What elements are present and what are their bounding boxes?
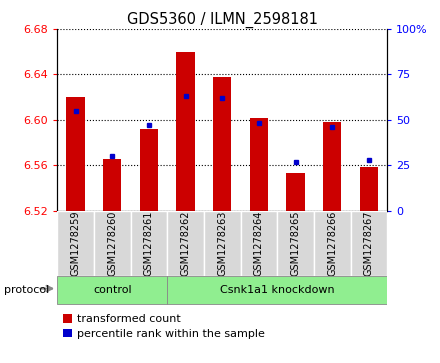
Bar xyxy=(204,211,241,276)
Bar xyxy=(213,77,231,211)
Title: GDS5360 / ILMN_2598181: GDS5360 / ILMN_2598181 xyxy=(127,12,318,28)
Text: GSM1278263: GSM1278263 xyxy=(217,211,227,276)
Text: protocol: protocol xyxy=(4,285,50,295)
Bar xyxy=(57,211,94,276)
Text: GSM1278259: GSM1278259 xyxy=(70,211,81,276)
Text: Csnk1a1 knockdown: Csnk1a1 knockdown xyxy=(220,285,334,295)
Bar xyxy=(167,211,204,276)
Text: GSM1278260: GSM1278260 xyxy=(107,211,117,276)
Text: GSM1278261: GSM1278261 xyxy=(144,211,154,276)
Bar xyxy=(277,211,314,276)
Bar xyxy=(66,97,85,211)
Bar xyxy=(57,277,167,304)
Bar xyxy=(314,211,351,276)
Bar xyxy=(351,211,387,276)
Bar xyxy=(286,173,305,211)
Bar xyxy=(323,122,341,211)
Bar xyxy=(250,118,268,211)
Text: GSM1278264: GSM1278264 xyxy=(254,211,264,276)
Text: GSM1278267: GSM1278267 xyxy=(364,211,374,276)
Bar xyxy=(103,159,121,211)
Text: GSM1278266: GSM1278266 xyxy=(327,211,337,276)
Bar xyxy=(140,129,158,211)
Text: GSM1278265: GSM1278265 xyxy=(290,211,301,276)
Legend: transformed count, percentile rank within the sample: transformed count, percentile rank withi… xyxy=(63,314,265,339)
Bar xyxy=(167,277,387,304)
Bar xyxy=(131,211,167,276)
Text: control: control xyxy=(93,285,132,295)
Bar xyxy=(360,167,378,211)
Text: GSM1278262: GSM1278262 xyxy=(180,211,191,276)
Bar xyxy=(241,211,277,276)
Bar xyxy=(94,211,131,276)
Bar xyxy=(176,52,195,211)
